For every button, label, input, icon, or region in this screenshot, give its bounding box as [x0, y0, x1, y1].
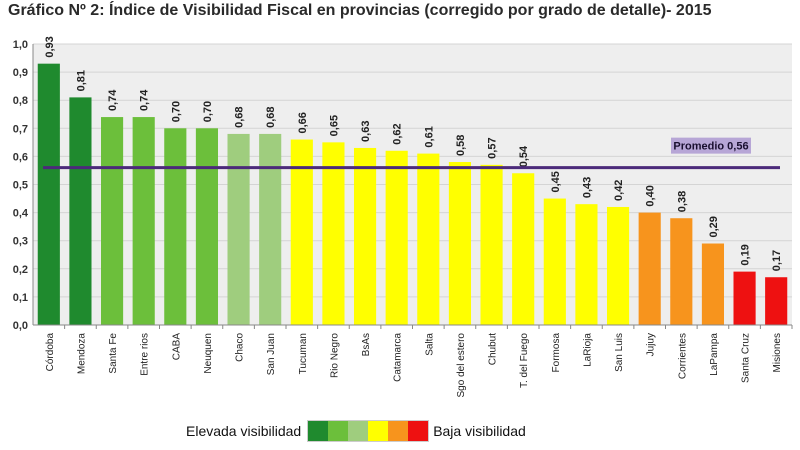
x-tick-label: San Luis [614, 333, 625, 372]
x-tick-label: BsAs [361, 333, 372, 356]
data-label: 0,68 [234, 106, 246, 127]
bar [765, 277, 788, 325]
x-tick-label: San Juan [266, 333, 277, 375]
data-label: 0,42 [613, 180, 625, 201]
data-label: 0,57 [487, 137, 499, 158]
data-label: 0,43 [581, 177, 593, 198]
x-tick-label: Formosa [551, 333, 562, 373]
data-label: 0,29 [708, 216, 720, 237]
bar [353, 147, 377, 325]
average-label-box [671, 137, 751, 154]
x-tick-label: Chubut [488, 333, 499, 365]
bar [448, 162, 472, 325]
x-tick-label: Chaco [235, 333, 246, 362]
x-tick-label: Sgo del estero [456, 333, 467, 398]
x-tick-label: LaPampa [709, 333, 720, 376]
legend-swatch [368, 421, 389, 441]
data-label: 0,93 [44, 36, 56, 57]
x-tick-label: Neuquen [203, 333, 214, 374]
data-label: 0,19 [740, 244, 752, 265]
bar [480, 164, 503, 325]
bar [37, 63, 60, 326]
bar [543, 198, 566, 325]
bar [417, 153, 440, 325]
average-label: Promedio 0,56 [673, 141, 748, 153]
data-label: 0,68 [265, 106, 277, 127]
legend: Elevada visibilidad Baja visibilidad [186, 420, 526, 442]
bar [512, 173, 535, 325]
legend-swatch [328, 421, 349, 441]
bar [132, 117, 155, 325]
bar [638, 212, 661, 325]
y-tick-label: 0,4 [13, 208, 29, 220]
y-tick-label: 0,7 [13, 123, 28, 135]
y-tick-label: 0,5 [13, 180, 28, 192]
y-tick-label: 0,2 [13, 264, 28, 276]
x-tick-label: T. del Fuego [519, 333, 530, 388]
bar [100, 117, 124, 325]
data-label: 0,65 [328, 115, 340, 136]
y-tick-label: 0,9 [13, 67, 28, 79]
data-label: 0,70 [170, 101, 182, 122]
bar [322, 142, 345, 325]
x-tick-label: Tucuman [298, 333, 309, 374]
bar [701, 243, 725, 325]
y-tick-label: 1,0 [13, 39, 28, 51]
bar [69, 97, 92, 325]
data-label: 0,45 [550, 171, 562, 192]
data-label: 0,17 [771, 250, 783, 271]
x-tick-label: Misiones [772, 333, 783, 372]
bar [164, 128, 187, 325]
y-tick-label: 0,0 [13, 320, 28, 332]
bar [290, 139, 313, 325]
data-label: 0,74 [139, 89, 151, 111]
legend-swatch [408, 421, 429, 441]
x-tick-label: Santa Cruz [741, 333, 752, 383]
x-tick-label: LaRioja [582, 333, 593, 367]
x-tick-label: Catamarca [393, 333, 404, 382]
x-tick-label: Córdoba [45, 333, 56, 372]
data-label: 0,61 [423, 126, 435, 147]
x-tick-label: CABA [171, 333, 182, 361]
x-tick-label: Jujuy [646, 333, 657, 356]
bar [385, 150, 408, 325]
x-tick-label: Rio Negro [329, 333, 340, 378]
bar [259, 133, 282, 325]
bar [575, 204, 598, 325]
data-label: 0,62 [392, 123, 404, 144]
legend-right-label: Baja visibilidad [433, 423, 526, 439]
legend-swatch [388, 421, 409, 441]
data-label: 0,66 [297, 112, 309, 133]
x-tick-label: Salta [424, 333, 435, 356]
bar [670, 218, 693, 325]
y-tick-label: 0,1 [13, 292, 28, 304]
data-label: 0,58 [455, 135, 467, 156]
x-tick-label: Mendoza [76, 333, 87, 375]
legend-swatch [348, 421, 369, 441]
data-label: 0,74 [107, 89, 119, 111]
legend-swatch [308, 421, 329, 441]
x-tick-label: Corrientes [677, 333, 688, 379]
x-tick-label: Santa Fe [108, 333, 119, 374]
y-tick-label: 0,8 [13, 95, 28, 107]
data-label: 0,70 [202, 101, 214, 122]
bar [733, 271, 756, 325]
chart-title: Gráfico Nº 2: Índice de Visibilidad Fisc… [8, 2, 712, 19]
bar [606, 206, 630, 325]
data-label: 0,63 [360, 121, 372, 142]
bar [195, 128, 219, 325]
data-label: 0,38 [676, 191, 688, 212]
y-tick-label: 0,6 [13, 151, 28, 163]
y-tick-label: 0,3 [13, 236, 28, 248]
data-label: 0,54 [518, 145, 530, 167]
x-tick-label: Entre rios [140, 333, 151, 376]
data-label: 0,81 [75, 70, 87, 91]
legend-left-label: Elevada visibilidad [186, 423, 302, 439]
bar [227, 133, 250, 325]
data-label: 0,40 [645, 185, 657, 206]
